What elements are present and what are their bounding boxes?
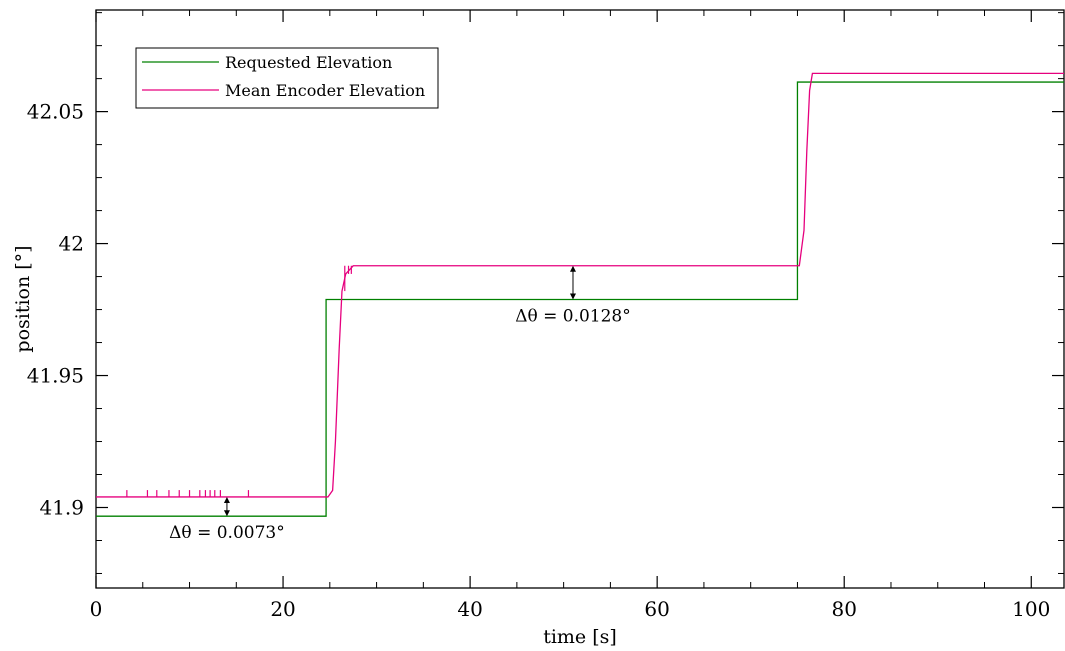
annotation-label: Δθ = 0.0073°: [169, 523, 285, 543]
x-tick-label: 100: [1012, 597, 1050, 621]
y-tick-label: 42: [59, 232, 84, 256]
x-tick-label: 20: [270, 597, 295, 621]
annotation-arrowhead-bottom: [223, 510, 230, 517]
y-tick-label: 42.05: [27, 100, 84, 124]
annotation-arrowhead-top: [223, 496, 230, 503]
annotation-arrowhead-top: [569, 265, 576, 272]
legend-label-mean-encoder-elevation: Mean Encoder Elevation: [225, 81, 425, 100]
legend-box: [135, 47, 439, 109]
legend-label-requested-elevation: Requested Elevation: [225, 53, 392, 72]
annotation-label: Δθ = 0.0128°: [515, 307, 631, 327]
y-tick-label: 41.9: [39, 496, 84, 520]
x-tick-label: 80: [831, 597, 856, 621]
major-ticks: [95, 10, 1064, 588]
legend: Requested Elevation Mean Encoder Elevati…: [135, 47, 439, 109]
annotation-layer: Δθ = 0.0073° Δθ = 0.0128°: [169, 265, 631, 543]
minor-ticks: [96, 10, 1064, 588]
y-tick-label: 41.95: [27, 364, 84, 388]
x-tick-label: 60: [644, 597, 669, 621]
x-tick-label: 40: [457, 597, 482, 621]
annotation-arrowhead-bottom: [569, 293, 576, 300]
series-line-mean-encoder-elevation: [96, 72, 1064, 498]
series-layer: [96, 72, 1064, 517]
tick-labels: 0 20 40 60 80 100 41.9 41.95 42 42.05: [27, 100, 1051, 621]
x-tick-label: 0: [90, 597, 103, 621]
y-axis-title: position [°]: [12, 245, 34, 352]
x-axis-title: time [s]: [543, 626, 617, 648]
series-line-requested-elevation: [96, 81, 1064, 517]
plot-frame: [95, 9, 1065, 589]
